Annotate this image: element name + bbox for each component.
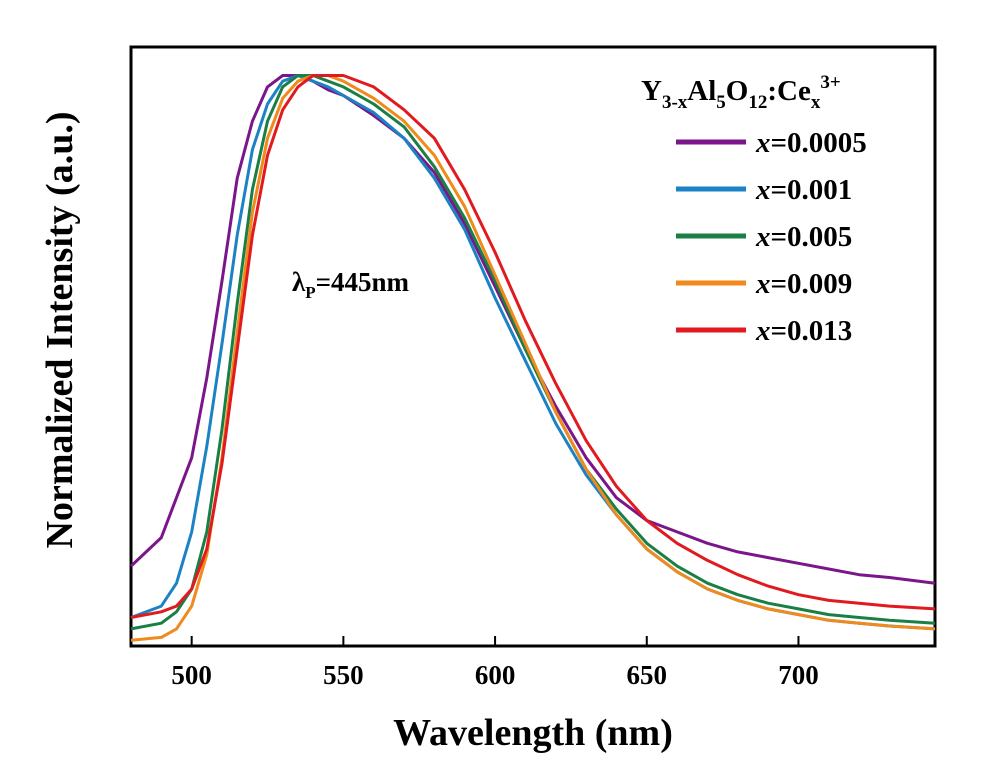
x-tick-label-4: 700 bbox=[778, 660, 819, 690]
annotation-subscript: P bbox=[305, 283, 315, 302]
peak-annotation: λP=445nm bbox=[292, 267, 410, 302]
legend-label-3: x=0.009 bbox=[755, 268, 852, 300]
legend-label-0: x=0.0005 bbox=[755, 127, 867, 159]
plot-frame bbox=[129, 45, 937, 648]
legend-label-1: x=0.001 bbox=[755, 174, 852, 206]
series-line-2 bbox=[130, 74, 936, 631]
x-axis-title: Wavelength (nm) bbox=[393, 712, 673, 754]
annotation-value: =445nm bbox=[316, 267, 410, 297]
legend-title-al-sub: 5 bbox=[716, 92, 726, 113]
legend-entries: x=0.0005 x=0.001 x=0.005 x=0.009 x=0.013 bbox=[676, 127, 867, 347]
legend-label-4: x=0.013 bbox=[755, 315, 852, 347]
legend-title-ce-sub: x bbox=[811, 92, 821, 113]
legend-title-ce: :Ce bbox=[767, 75, 811, 107]
series-line-4 bbox=[130, 74, 936, 619]
series-layer bbox=[129, 74, 936, 642]
x-tick-label-1: 550 bbox=[323, 660, 364, 690]
legend-label-2: x=0.005 bbox=[755, 221, 852, 253]
legend-title: Y3-xAl5O12:Cex3+ bbox=[641, 72, 841, 113]
legend-title-ce-sup: 3+ bbox=[820, 72, 840, 93]
x-tick-label-3: 650 bbox=[627, 660, 668, 690]
y-axis-title: Normalized Intensity (a.u.) bbox=[39, 112, 81, 549]
x-tick-label-2: 600 bbox=[475, 660, 516, 690]
legend-title-o: O bbox=[726, 75, 749, 107]
legend: Y3-xAl5O12:Cex3+ x=0.0005x=0.001x=0.005x… bbox=[641, 72, 867, 347]
annotation-lambda: λ bbox=[292, 267, 306, 297]
legend-title-y: Y bbox=[641, 75, 662, 107]
x-axis-ticks: 500 550 600 650 700 bbox=[171, 636, 819, 690]
legend-title-o-sub: 12 bbox=[748, 92, 767, 113]
legend-title-al: Al bbox=[687, 75, 716, 107]
legend-title-y-sub: 3-x bbox=[662, 92, 688, 113]
x-tick-label-0: 500 bbox=[171, 660, 212, 690]
series-line-0 bbox=[129, 74, 936, 585]
